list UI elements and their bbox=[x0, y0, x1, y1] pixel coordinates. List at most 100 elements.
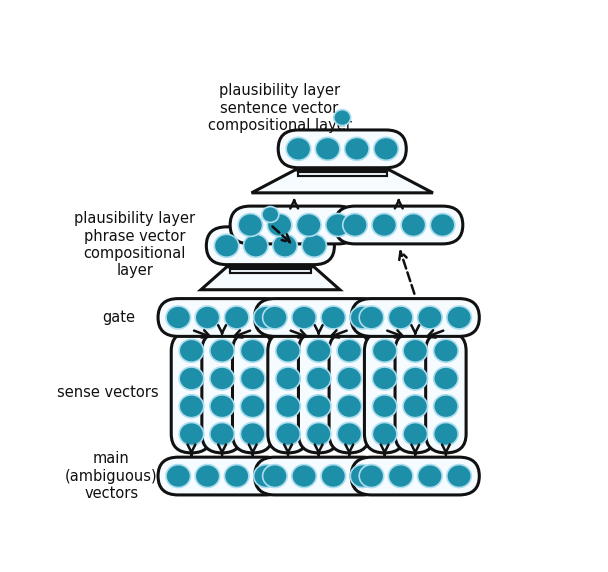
FancyBboxPatch shape bbox=[426, 332, 466, 453]
Polygon shape bbox=[201, 267, 340, 290]
FancyBboxPatch shape bbox=[255, 457, 382, 495]
FancyBboxPatch shape bbox=[202, 332, 242, 453]
Circle shape bbox=[337, 339, 362, 362]
FancyBboxPatch shape bbox=[335, 206, 463, 244]
Text: plausibility layer
phrase vector
compositional
layer: plausibility layer phrase vector composi… bbox=[74, 211, 195, 279]
FancyBboxPatch shape bbox=[255, 299, 382, 336]
Circle shape bbox=[326, 213, 350, 236]
Circle shape bbox=[238, 213, 263, 236]
Circle shape bbox=[372, 367, 397, 390]
Circle shape bbox=[389, 464, 413, 487]
FancyBboxPatch shape bbox=[171, 332, 212, 453]
Circle shape bbox=[179, 395, 204, 418]
Circle shape bbox=[273, 235, 297, 257]
Circle shape bbox=[321, 464, 345, 487]
FancyBboxPatch shape bbox=[230, 206, 358, 244]
Text: sense vectors: sense vectors bbox=[57, 385, 159, 400]
Circle shape bbox=[276, 423, 300, 446]
Text: gate: gate bbox=[102, 310, 135, 325]
Circle shape bbox=[372, 395, 397, 418]
Circle shape bbox=[321, 306, 345, 329]
Circle shape bbox=[430, 213, 455, 236]
Circle shape bbox=[244, 235, 268, 257]
Circle shape bbox=[263, 306, 287, 329]
Circle shape bbox=[179, 339, 204, 362]
FancyBboxPatch shape bbox=[364, 332, 405, 453]
Text: main
(ambiguous)
vectors: main (ambiguous) vectors bbox=[65, 451, 157, 501]
FancyBboxPatch shape bbox=[351, 299, 479, 336]
Circle shape bbox=[254, 306, 278, 329]
Circle shape bbox=[403, 339, 427, 362]
Circle shape bbox=[297, 213, 321, 236]
Circle shape bbox=[214, 235, 239, 257]
Circle shape bbox=[447, 306, 471, 329]
Circle shape bbox=[276, 367, 300, 390]
Circle shape bbox=[240, 423, 265, 446]
Circle shape bbox=[240, 339, 265, 362]
Circle shape bbox=[210, 339, 234, 362]
Text: plausibility layer
sentence vector
compositional layer: plausibility layer sentence vector compo… bbox=[207, 84, 351, 133]
FancyBboxPatch shape bbox=[206, 227, 334, 265]
Polygon shape bbox=[252, 170, 433, 193]
Circle shape bbox=[372, 339, 397, 362]
Circle shape bbox=[359, 306, 384, 329]
Circle shape bbox=[418, 464, 442, 487]
Circle shape bbox=[350, 464, 375, 487]
Circle shape bbox=[306, 423, 331, 446]
FancyBboxPatch shape bbox=[158, 299, 286, 336]
Circle shape bbox=[292, 306, 316, 329]
Circle shape bbox=[337, 367, 362, 390]
Circle shape bbox=[179, 367, 204, 390]
Circle shape bbox=[359, 464, 384, 487]
FancyBboxPatch shape bbox=[395, 332, 435, 453]
Circle shape bbox=[286, 137, 311, 160]
Circle shape bbox=[434, 339, 458, 362]
Circle shape bbox=[316, 137, 340, 160]
Circle shape bbox=[166, 306, 190, 329]
Circle shape bbox=[345, 137, 369, 160]
FancyBboxPatch shape bbox=[158, 457, 286, 495]
Circle shape bbox=[210, 423, 234, 446]
Circle shape bbox=[374, 137, 398, 160]
Circle shape bbox=[262, 206, 279, 223]
FancyBboxPatch shape bbox=[329, 332, 370, 453]
Circle shape bbox=[306, 367, 331, 390]
Circle shape bbox=[434, 423, 458, 446]
Circle shape bbox=[447, 464, 471, 487]
Circle shape bbox=[306, 339, 331, 362]
Circle shape bbox=[403, 423, 427, 446]
FancyBboxPatch shape bbox=[232, 332, 273, 453]
Circle shape bbox=[389, 306, 413, 329]
FancyBboxPatch shape bbox=[268, 332, 308, 453]
Circle shape bbox=[334, 110, 351, 125]
Circle shape bbox=[195, 306, 219, 329]
Circle shape bbox=[179, 423, 204, 446]
FancyBboxPatch shape bbox=[299, 332, 339, 453]
Circle shape bbox=[306, 395, 331, 418]
Circle shape bbox=[434, 367, 458, 390]
Circle shape bbox=[401, 213, 426, 236]
Circle shape bbox=[337, 395, 362, 418]
Circle shape bbox=[337, 423, 362, 446]
Circle shape bbox=[276, 395, 300, 418]
Circle shape bbox=[302, 235, 326, 257]
Circle shape bbox=[254, 464, 278, 487]
Circle shape bbox=[210, 367, 234, 390]
Circle shape bbox=[240, 367, 265, 390]
Circle shape bbox=[240, 395, 265, 418]
Circle shape bbox=[166, 464, 190, 487]
Circle shape bbox=[268, 213, 292, 236]
Circle shape bbox=[350, 306, 375, 329]
Circle shape bbox=[210, 395, 234, 418]
Circle shape bbox=[224, 464, 249, 487]
Circle shape bbox=[418, 306, 442, 329]
Circle shape bbox=[372, 213, 396, 236]
Circle shape bbox=[434, 395, 458, 418]
FancyBboxPatch shape bbox=[351, 457, 479, 495]
Circle shape bbox=[195, 464, 219, 487]
Circle shape bbox=[343, 213, 367, 236]
Circle shape bbox=[403, 367, 427, 390]
Circle shape bbox=[224, 306, 249, 329]
Circle shape bbox=[292, 464, 316, 487]
FancyBboxPatch shape bbox=[278, 130, 406, 168]
